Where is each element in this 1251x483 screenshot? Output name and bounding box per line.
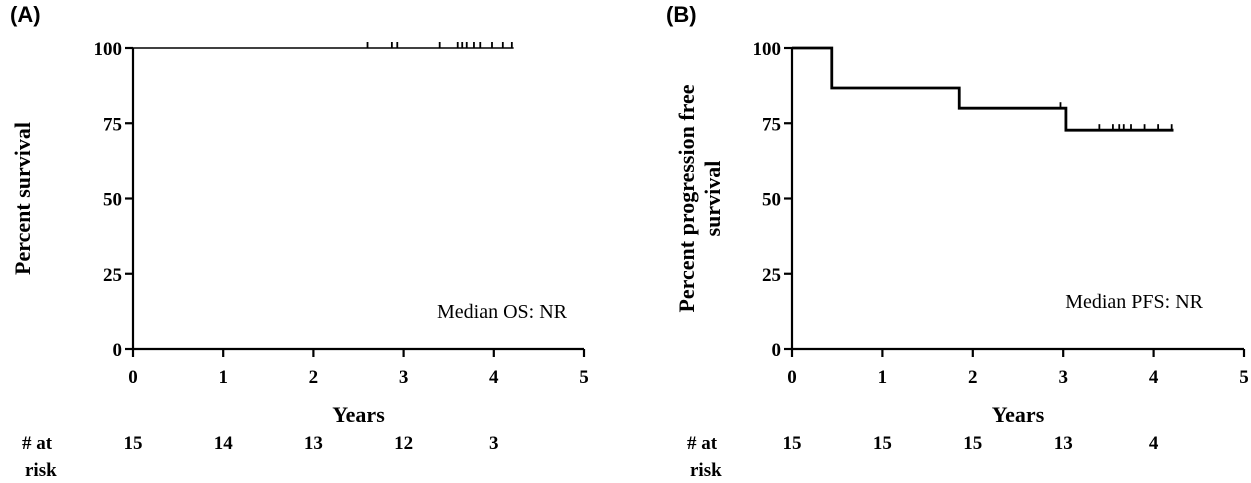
y-tick-label: 50 [103,190,122,211]
risk-label-line1: # at [22,433,53,454]
x-tick-label: 3 [1058,367,1068,388]
risk-count: 15 [783,433,802,454]
y-tick-label: 0 [113,340,123,361]
y-tick-label: 0 [772,340,782,361]
y-axis-title-line1: Percent progression free [674,84,699,312]
risk-label-line1: # at [687,433,718,454]
x-axis-title: Years [992,402,1045,427]
y-axis-title: Percent survival [10,122,35,275]
risk-count: 13 [1054,433,1073,454]
x-tick-label: 0 [787,367,797,388]
y-tick-label: 100 [94,39,123,60]
y-tick-label: 25 [103,265,122,286]
risk-count: 3 [489,433,499,454]
x-tick-label: 3 [399,367,409,388]
survival-curve [792,46,1174,132]
risk-count: 12 [394,433,413,454]
risk-count: 15 [124,433,143,454]
panel-label: (A) [10,2,41,27]
x-axis-title: Years [332,402,385,427]
risk-count: 14 [214,433,234,454]
median-annotation: Median OS: NR [437,301,568,323]
x-tick-label: 0 [128,367,138,388]
x-tick-label: 4 [489,367,499,388]
y-axis-title-line2: survival [700,161,725,237]
y-tick-label: 25 [762,265,781,286]
risk-label-line2: risk [25,460,57,481]
x-tick-label: 1 [878,367,888,388]
y-tick-label: 75 [762,114,781,135]
x-tick-label: 5 [579,367,589,388]
y-tick-label: 75 [103,114,122,135]
y-tick-label: 100 [753,39,782,60]
panel-b: (B) 0 25 50 75 100 0 1 2 3 4 5 Years Percent progress… [666,2,1249,481]
risk-count: 4 [1149,433,1159,454]
median-annotation: Median PFS: NR [1065,291,1203,313]
panel-label: (B) [666,2,697,27]
risk-count: 13 [304,433,323,454]
x-tick-label: 1 [218,367,228,388]
x-tick-label: 4 [1149,367,1159,388]
y-tick-label: 50 [762,190,781,211]
risk-label-line2: risk [690,460,722,481]
risk-count: 15 [873,433,892,454]
x-tick-label: 5 [1239,367,1249,388]
x-tick-label: 2 [968,367,978,388]
risk-count: 15 [963,433,982,454]
x-tick-label: 2 [309,367,319,388]
